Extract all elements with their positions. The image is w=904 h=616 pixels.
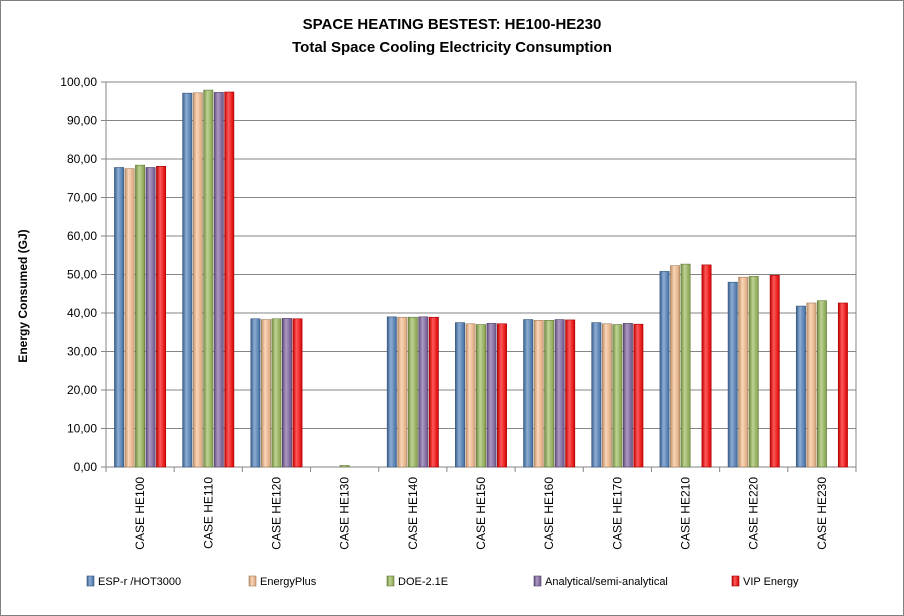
bar [633, 323, 644, 468]
bar [622, 323, 633, 468]
bar [203, 89, 214, 468]
bar [795, 305, 806, 468]
y-tick-label: 20,00 [67, 383, 97, 397]
y-axis-title: Energy Consumed (GJ) [16, 229, 30, 362]
bar [224, 91, 235, 468]
legend-swatch [248, 575, 257, 587]
bar [497, 323, 507, 468]
x-tick-label: CASE HE160 [542, 477, 556, 550]
x-tick-label: CASE HE150 [474, 477, 488, 550]
legend-label: EnergyPlus [260, 576, 317, 588]
legend-swatch [533, 575, 542, 587]
bar [544, 320, 555, 468]
bar [135, 164, 146, 468]
bar [523, 319, 534, 468]
legend: ESP-r /HOT3000 EnergyPlus DOE-2.1E Analytic… [86, 575, 799, 588]
bar [701, 264, 712, 468]
y-tick-label: 70,00 [67, 191, 97, 205]
bar [659, 271, 670, 468]
bar [486, 323, 497, 468]
bar [114, 167, 125, 468]
y-tick-label: 30,00 [67, 345, 97, 359]
x-tick-label: CASE HE170 [610, 477, 624, 550]
bar [271, 318, 282, 468]
bar [533, 320, 544, 468]
bar [837, 302, 848, 468]
bar [339, 465, 350, 468]
chart-title: SPACE HEATING BESTEST: HE100-HE230 [303, 16, 602, 33]
y-tick-label: 40,00 [67, 306, 97, 320]
y-tick-label: 60,00 [67, 229, 97, 243]
bar [591, 322, 602, 468]
bar [727, 281, 738, 468]
bar [145, 167, 156, 468]
bar [465, 323, 476, 468]
legend-label: ESP-r /HOT3000 [98, 576, 181, 588]
bar [428, 316, 439, 468]
bar [250, 318, 261, 468]
bar [612, 324, 623, 468]
legend-swatch [86, 575, 95, 587]
y-tick-label: 0,00 [74, 460, 98, 474]
bar [769, 274, 780, 468]
bar [192, 92, 203, 468]
bar [476, 324, 486, 468]
x-tick-label: CASE HE220 [747, 477, 761, 550]
x-tick-label: CASE HE130 [338, 477, 352, 550]
bar [213, 92, 224, 468]
y-tick-label: 90,00 [67, 114, 97, 128]
legend-label: Analytical/semi-analytical [545, 576, 668, 588]
x-tick-label: CASE HE110 [201, 477, 215, 549]
plot-area: 0,00 10,00 20,00 30,00 40,00 50,00 60,00 70,00 8… [60, 75, 857, 550]
y-tick-label: 10,00 [67, 422, 97, 436]
bar [418, 316, 429, 468]
bar [386, 316, 397, 468]
x-tick-label: CASE HE210 [679, 477, 693, 550]
bar [554, 319, 565, 468]
bar [738, 276, 749, 468]
chart-subtitle: Total Space Cooling Electricity Consumpt… [292, 39, 612, 56]
bar [292, 318, 303, 468]
bar [124, 168, 135, 468]
bar [806, 302, 817, 468]
bar [455, 322, 465, 468]
bar [565, 319, 576, 468]
bar [156, 166, 167, 468]
x-tick-label: CASE HE120 [269, 477, 283, 550]
bar [282, 318, 292, 468]
bar [816, 300, 827, 468]
bar [748, 276, 759, 468]
bar [407, 316, 418, 468]
bar [670, 265, 680, 468]
bar [397, 316, 408, 468]
legend-label: VIP Energy [743, 576, 799, 588]
x-tick-label: CASE HE100 [133, 477, 147, 550]
y-tick-label: 100,00 [60, 75, 97, 89]
bar [261, 319, 271, 468]
legend-swatch [731, 575, 740, 587]
bar [680, 263, 691, 468]
x-tick-label: CASE HE140 [406, 477, 420, 550]
legend-swatch [386, 575, 395, 587]
y-tick-label: 80,00 [67, 152, 97, 166]
legend-label: DOE-2.1E [398, 576, 448, 588]
x-tick-label: CASE HE230 [815, 477, 829, 550]
bar [182, 92, 193, 468]
y-tick-label: 50,00 [67, 268, 97, 282]
bar [601, 323, 612, 468]
